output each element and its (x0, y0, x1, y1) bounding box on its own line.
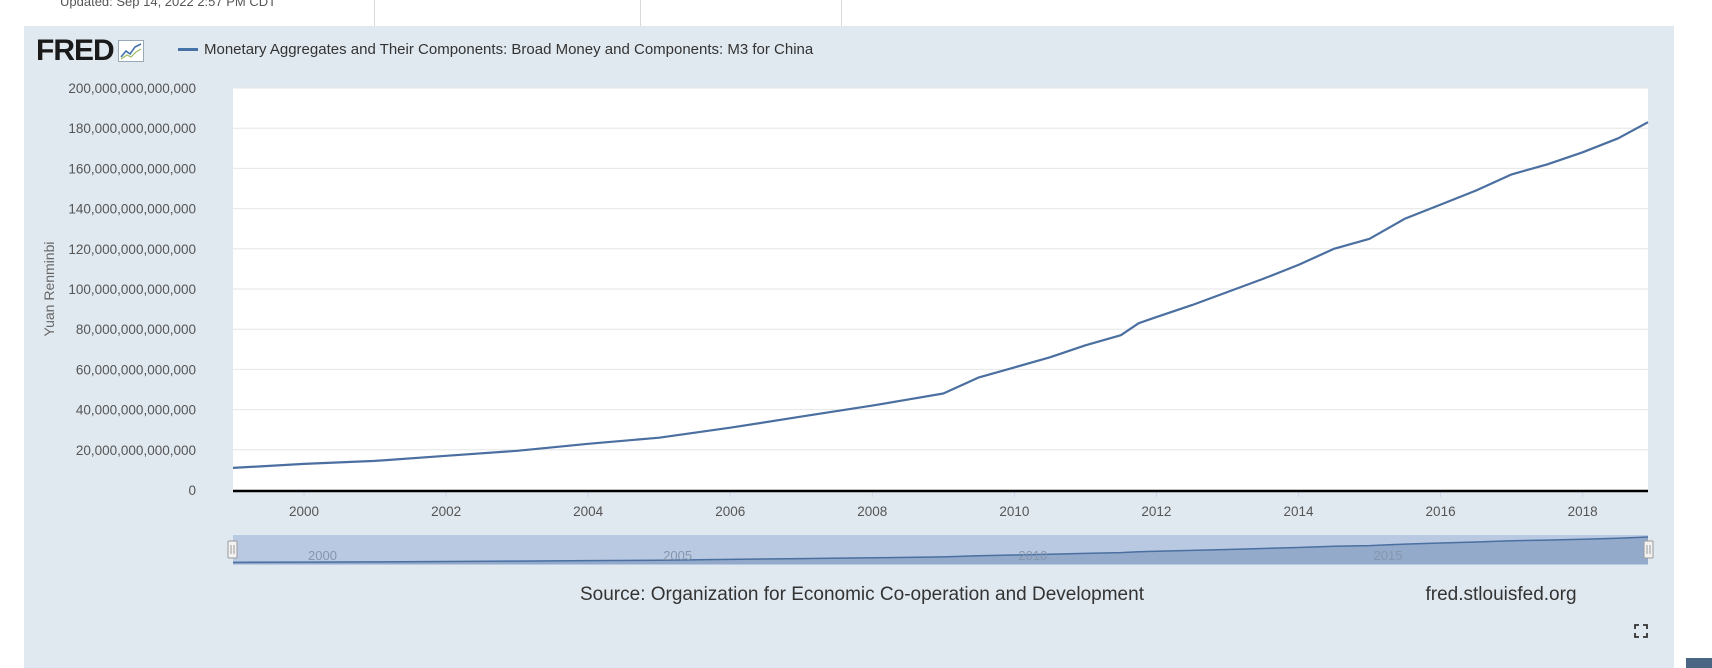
x-tick-label: 2004 (573, 504, 604, 519)
x-tick-label: 2002 (431, 504, 461, 519)
navigator-right-handle[interactable] (1643, 540, 1654, 559)
y-tick-label: 40,000,000,000,000 (76, 403, 196, 418)
navigator-left-handle[interactable] (227, 540, 238, 559)
navigator-tick-label: 2010 (1018, 548, 1047, 563)
corner-block (1686, 658, 1712, 668)
navigator-series (232, 536, 1649, 564)
x-tick-label: 2018 (1568, 504, 1598, 519)
navigator-ticks: 2000 2005 2010 2015 (308, 548, 1402, 563)
grid-lines (233, 87, 1648, 451)
source-credit: Source: Organization for Economic Co-ope… (580, 584, 1145, 605)
y-tick-label: 100,000,000,000,000 (68, 282, 196, 297)
x-tick-label: 2008 (857, 504, 887, 519)
x-tick-label: 2006 (715, 504, 745, 519)
series-layer (232, 121, 1649, 469)
chart-panel: FRED Monetary Aggregates and Their Compo… (24, 26, 1674, 668)
navigator-tick-label: 2005 (663, 548, 692, 563)
x-axis-ticks: 2000 2002 2004 2006 2008 2010 2012 2014 2016 2018 (289, 491, 1598, 519)
chart-legend[interactable]: Monetary Aggregates and Their Components… (178, 41, 813, 58)
range-navigator[interactable]: 2000 2005 2010 2015 (227, 535, 1654, 565)
y-tick-label: 0 (188, 483, 196, 498)
x-tick-label: 2000 (289, 504, 319, 519)
y-tick-label: 120,000,000,000,000 (68, 242, 196, 257)
fullscreen-icon[interactable] (1633, 623, 1649, 639)
divider (841, 0, 842, 26)
y-tick-label: 20,000,000,000,000 (76, 443, 196, 458)
legend-label: Monetary Aggregates and Their Components… (204, 41, 814, 58)
divider (374, 0, 375, 26)
x-tick-label: 2010 (999, 504, 1029, 519)
navigator-line (232, 536, 1649, 564)
x-tick-label: 2014 (1283, 504, 1314, 519)
series-line (232, 121, 1649, 469)
fred-logo[interactable]: FRED (36, 36, 144, 66)
x-tick-label: 2016 (1426, 504, 1456, 519)
divider (640, 0, 641, 26)
x-tick-label: 2012 (1141, 504, 1171, 519)
top-strip: Updated: Sep 14, 2022 2:57 PM CDT (0, 0, 1712, 26)
navigator-tick-label: 2000 (308, 548, 337, 563)
y-tick-label: 200,000,000,000,000 (68, 81, 196, 96)
y-tick-label: 180,000,000,000,000 (68, 121, 196, 136)
site-url[interactable]: fred.stlouisfed.org (1425, 584, 1576, 605)
y-tick-label: 80,000,000,000,000 (76, 322, 196, 337)
fred-logo-text: FRED (36, 34, 115, 67)
y-axis-ticks: 0 20,000,000,000,000 40,000,000,000,000 60,… (68, 81, 196, 498)
y-tick-label: 140,000,000,000,000 (68, 202, 196, 217)
updated-timestamp: Updated: Sep 14, 2022 2:57 PM CDT (60, 0, 277, 9)
legend-swatch (178, 48, 198, 51)
navigator-tick-label: 2015 (1374, 548, 1403, 563)
navigator-area (233, 537, 1648, 564)
line-graph-icon (117, 40, 144, 62)
y-tick-label: 160,000,000,000,000 (68, 161, 196, 176)
chart-svg: 0 20,000,000,000,000 40,000,000,000,000 60,… (41, 81, 1654, 605)
y-axis-label: Yuan Renminbi (41, 242, 57, 337)
y-tick-label: 60,000,000,000,000 (76, 362, 196, 377)
